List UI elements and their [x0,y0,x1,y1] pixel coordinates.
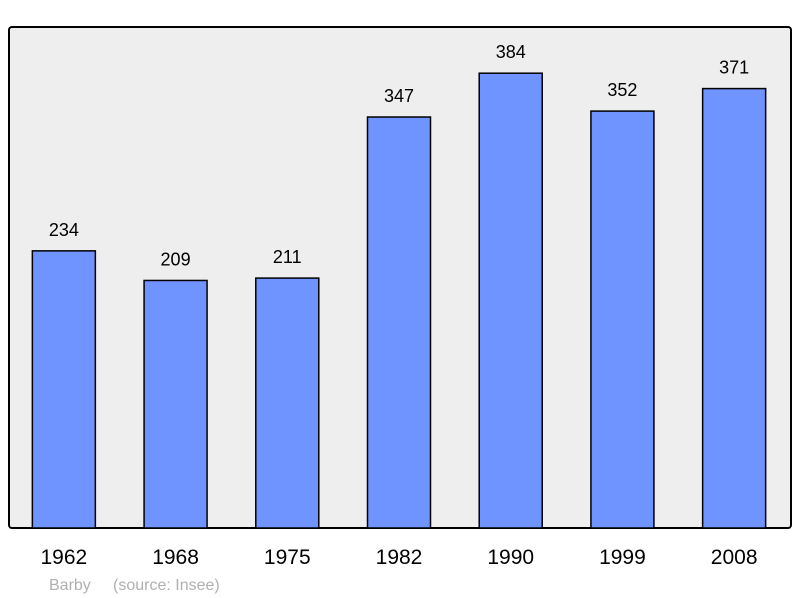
data-label-1982: 347 [384,86,414,106]
x-tick-label: 1968 [152,546,199,569]
x-tick-label: 1982 [376,546,423,569]
data-label-1962: 234 [49,220,79,240]
data-label-2008: 371 [719,58,749,78]
footer-place: Barby [49,577,91,594]
bar-1968 [143,279,208,529]
bar-1990 [478,72,543,529]
x-tick-label: 1990 [487,546,534,569]
x-tick-label: 1999 [599,546,646,569]
bar-1999 [590,110,655,529]
bar-1962 [31,250,97,529]
data-label-1975: 211 [273,247,302,267]
x-tick-label: 2008 [711,546,758,569]
data-label-1999: 352 [607,80,637,100]
bar-1982 [366,116,432,529]
bar-1975 [255,277,320,529]
x-tick-label: 1962 [40,546,87,569]
x-tick-label: 1975 [264,546,311,569]
data-label-1990: 384 [496,42,526,62]
footer-source: (source: Insee) [113,577,220,594]
bar-2008 [701,87,767,529]
data-label-1968: 209 [161,249,191,269]
